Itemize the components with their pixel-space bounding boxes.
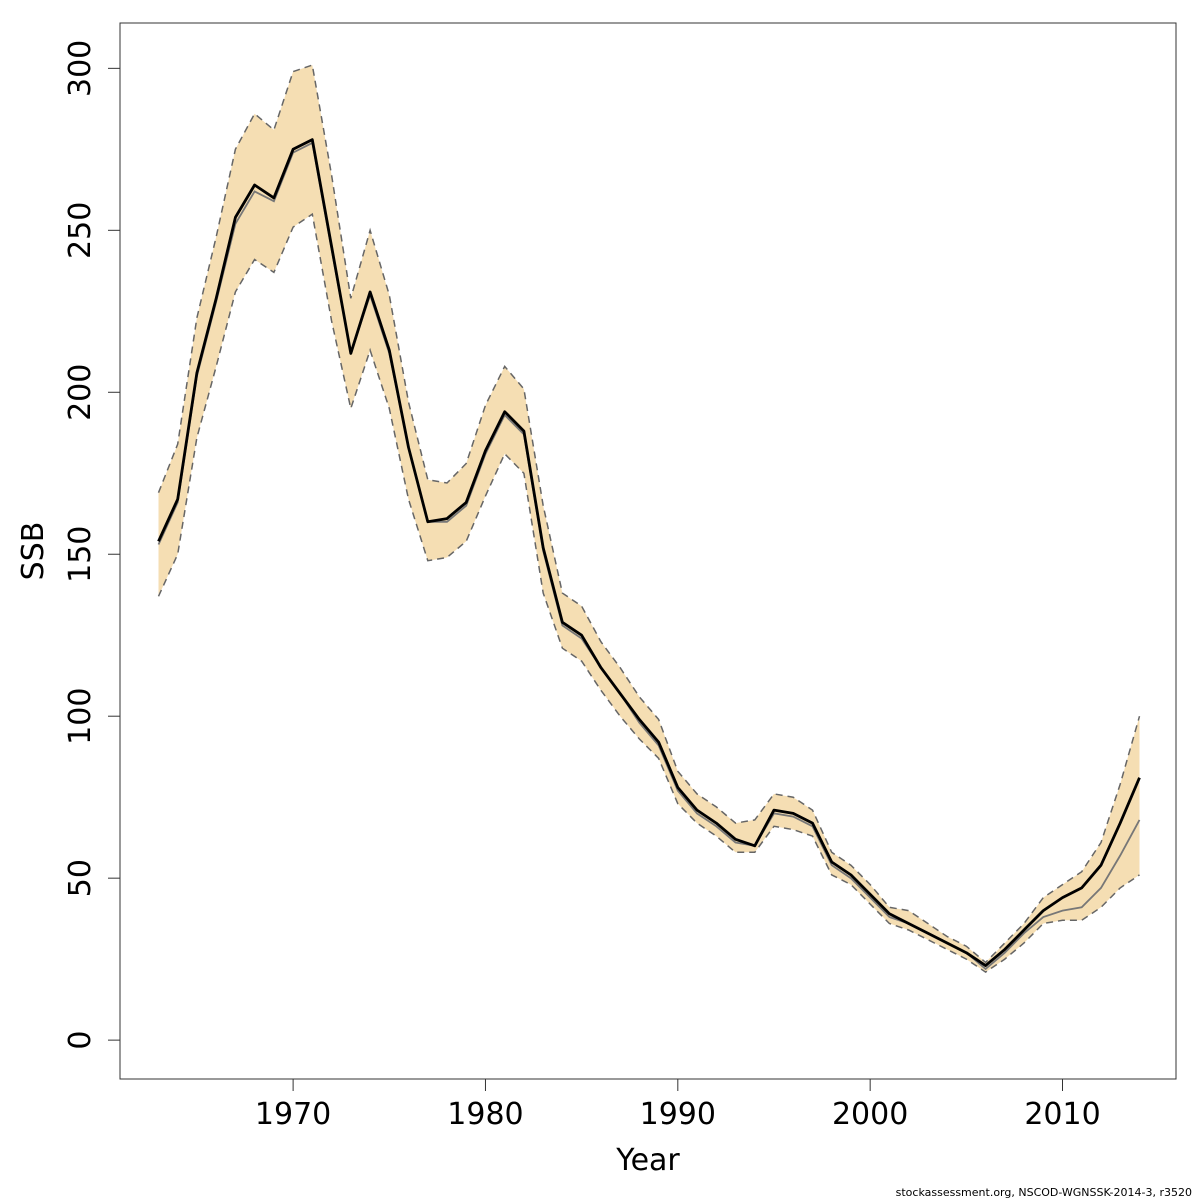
lower-bound-line [157, 212, 1140, 974]
estimate-line [157, 138, 1141, 967]
plot-area [157, 64, 1141, 974]
x-axis: 1970 1980 1990 2000 2010 [255, 1078, 1101, 1132]
x-tick-label: 2010 [1024, 1097, 1100, 1132]
footer-text: stockassessment.org, NSCOD-WGNSSK-2014-3… [896, 1186, 1192, 1199]
x-tick-label: 2000 [832, 1097, 908, 1132]
upper-bound-line [157, 64, 1141, 964]
x-tick-label: 1990 [640, 1097, 716, 1132]
y-tick-label: 50 [63, 859, 98, 897]
confidence-band [158, 65, 1140, 973]
y-tick-label: 250 [63, 202, 98, 259]
y-tick-label: 150 [63, 526, 98, 583]
y-axis: 0 50 100 150 200 250 300 [63, 40, 121, 1050]
y-tick-label: 300 [63, 40, 98, 97]
alternative-line [157, 141, 1141, 971]
x-tick-label: 1970 [255, 1097, 331, 1132]
y-tick-label: 100 [63, 688, 98, 745]
x-axis-title: Year [615, 1143, 680, 1178]
y-tick-label: 200 [63, 364, 98, 421]
y-tick-label: 0 [63, 1031, 98, 1050]
y-axis-title: SSB [16, 522, 51, 581]
x-tick-label: 1980 [447, 1097, 523, 1132]
